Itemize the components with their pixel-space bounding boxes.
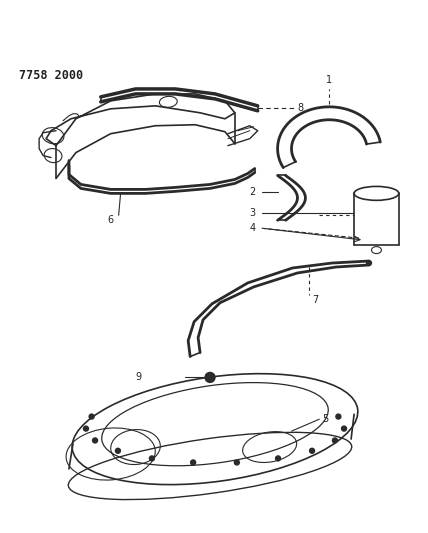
Circle shape [89,414,94,419]
Circle shape [149,456,155,461]
Text: 5: 5 [322,414,329,424]
Text: 6: 6 [107,215,114,225]
Circle shape [333,438,337,443]
Text: 8: 8 [297,103,303,113]
Text: 1: 1 [326,75,332,85]
Text: 4: 4 [250,223,256,233]
Circle shape [235,460,239,465]
Text: 2: 2 [250,188,256,197]
Circle shape [336,414,341,419]
Circle shape [276,456,280,461]
Circle shape [116,448,120,453]
Text: 7758 2000: 7758 2000 [19,69,83,82]
Ellipse shape [366,261,372,265]
Circle shape [83,426,89,431]
Circle shape [205,373,215,382]
Text: 9: 9 [136,373,142,382]
Circle shape [342,426,347,431]
Circle shape [92,438,98,443]
Text: 3: 3 [250,208,256,219]
Text: 7: 7 [312,295,318,305]
Circle shape [190,460,196,465]
Circle shape [309,448,315,453]
